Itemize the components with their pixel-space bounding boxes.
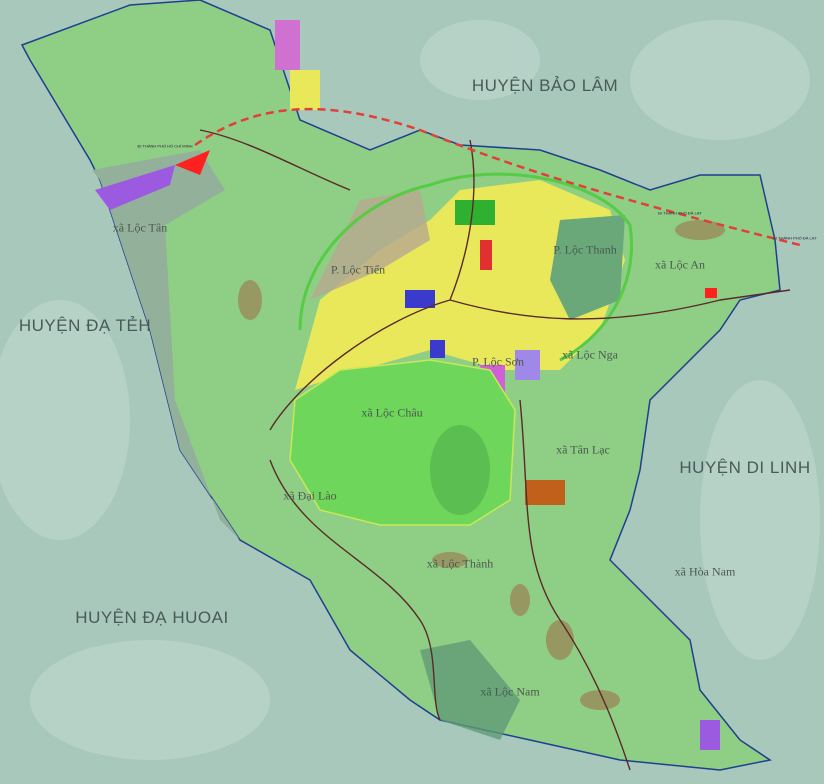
commune-label: xã Lộc Châu [361,405,423,420]
commune-label: xã Lộc Tân [112,220,168,235]
district-label-da-teh: HUYỆN ĐẠ TẺH [18,316,152,335]
commune-label: P. Lộc Tiến [330,262,386,277]
green-belt [298,172,633,362]
commune-label: P. Lộc Thanh [553,242,617,257]
road-note: ĐI THÀNH PHỐ ĐÀ LẠT [658,210,702,216]
expressway [194,107,801,247]
road-note: ĐI THÀNH PHỐ ĐÀ LẠT [773,235,817,241]
roads [199,129,791,771]
commune-label: xã Lộc Nga [562,347,618,362]
urban-core [295,180,625,390]
commune-label: xã Hòa Nam [674,564,736,579]
commune-label: xã Lộc Nam [480,684,540,699]
district-label-da-huoai: HUYỆN ĐẠ HUOAI [75,608,229,627]
district-label-di-linh: HUYỆN DI LINH [679,458,811,477]
south-forest-zone [420,640,520,740]
central-forest-dark [430,425,490,515]
commune-label: P. Lộc Sơn [471,354,525,369]
district-label-bao-lam: HUYỆN BẢO LÂM [471,76,619,95]
commune-label: xã Lộc An [655,257,705,272]
commune-label: xã Lộc Thành [426,556,494,571]
commune-label: xã Đại Lào [283,488,337,503]
urban-grey-zone [310,190,430,300]
urban-east-green [550,215,625,320]
commune-label: xã Tân Lạc [556,442,610,457]
terrain-texture [0,20,820,760]
road-note: ĐI THÀNH PHỐ HỒ CHÍ MINH [137,143,193,149]
west-zone [92,150,240,540]
